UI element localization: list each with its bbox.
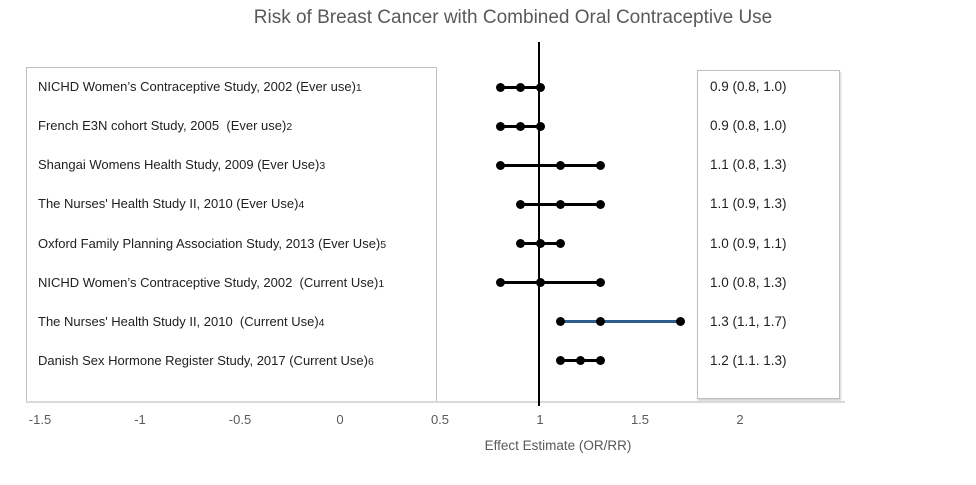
- data-point: [495, 82, 505, 92]
- study-label: Oxford Family Planning Association Study…: [38, 236, 387, 251]
- x-tick-label: -1.5: [28, 412, 52, 427]
- citation-number: 3: [319, 160, 326, 172]
- study-label: Shangai Womens Health Study, 2009 (Ever …: [38, 157, 326, 172]
- estimate-value: 1.2 (1.1. 1.3): [710, 353, 787, 368]
- study-labels-box: [26, 67, 437, 402]
- data-point: [515, 121, 525, 131]
- estimate-value: 1.1 (0.9, 1.3): [710, 196, 787, 211]
- chart-title: Risk of Breast Cancer with Combined Oral…: [253, 7, 773, 28]
- x-tick-label: 0.5: [430, 412, 450, 427]
- data-point: [555, 199, 565, 209]
- data-point: [535, 278, 545, 288]
- reference-line: [538, 42, 540, 406]
- x-tick-label: 2: [736, 412, 744, 427]
- x-tick-label: -1: [134, 412, 146, 427]
- estimates-box: [697, 70, 840, 399]
- data-point: [535, 82, 545, 92]
- data-point: [495, 278, 505, 288]
- citation-number: 1: [378, 278, 385, 290]
- ci-line: [560, 320, 680, 324]
- data-point: [595, 317, 605, 327]
- estimate-value: 1.3 (1.1, 1.7): [710, 314, 787, 329]
- estimate-value: 1.1 (0.8, 1.3): [710, 157, 787, 172]
- study-label: Danish Sex Hormone Register Study, 2017 …: [38, 353, 374, 368]
- data-point: [555, 160, 565, 170]
- data-point: [555, 317, 565, 327]
- data-point: [595, 356, 605, 366]
- study-label: The Nurses' Health Study II, 2010 (Curre…: [38, 314, 325, 329]
- x-tick-label: 1.5: [630, 412, 650, 427]
- estimate-value: 1.0 (0.9, 1.1): [710, 236, 787, 251]
- data-point: [595, 199, 605, 209]
- citation-number: 4: [298, 199, 305, 211]
- data-point: [535, 239, 545, 249]
- estimate-value: 0.9 (0.8, 1.0): [710, 79, 787, 94]
- citation-number: 4: [318, 317, 325, 329]
- citation-number: 2: [286, 121, 293, 133]
- citation-number: 1: [355, 82, 362, 94]
- ci-line: [500, 163, 600, 167]
- data-point: [495, 121, 505, 131]
- data-point: [535, 121, 545, 131]
- data-point: [575, 356, 585, 366]
- x-axis-line: [26, 401, 845, 403]
- citation-number: 6: [367, 356, 374, 368]
- data-point: [595, 160, 605, 170]
- data-point: [515, 239, 525, 249]
- data-point: [675, 317, 685, 327]
- data-point: [495, 160, 505, 170]
- data-point: [595, 278, 605, 288]
- estimate-value: 0.9 (0.8, 1.0): [710, 118, 787, 133]
- data-point: [515, 82, 525, 92]
- data-point: [515, 199, 525, 209]
- data-point: [555, 356, 565, 366]
- data-point: [555, 239, 565, 249]
- x-tick-label: -0.5: [228, 412, 252, 427]
- study-label: NICHD Women’s Contraceptive Study, 2002 …: [38, 275, 385, 290]
- ci-line: [500, 281, 600, 285]
- study-label: The Nurses' Health Study II, 2010 (Ever …: [38, 196, 305, 211]
- x-tick-label: 0: [336, 412, 344, 427]
- x-axis-title: Effect Estimate (OR/RR): [484, 438, 632, 453]
- citation-number: 5: [380, 239, 387, 251]
- study-label: French E3N cohort Study, 2005 (Ever use)…: [38, 118, 293, 133]
- x-tick-label: 1: [536, 412, 544, 427]
- study-label: NICHD Women’s Contraceptive Study, 2002 …: [38, 79, 362, 94]
- estimate-value: 1.0 (0.8, 1.3): [710, 275, 787, 290]
